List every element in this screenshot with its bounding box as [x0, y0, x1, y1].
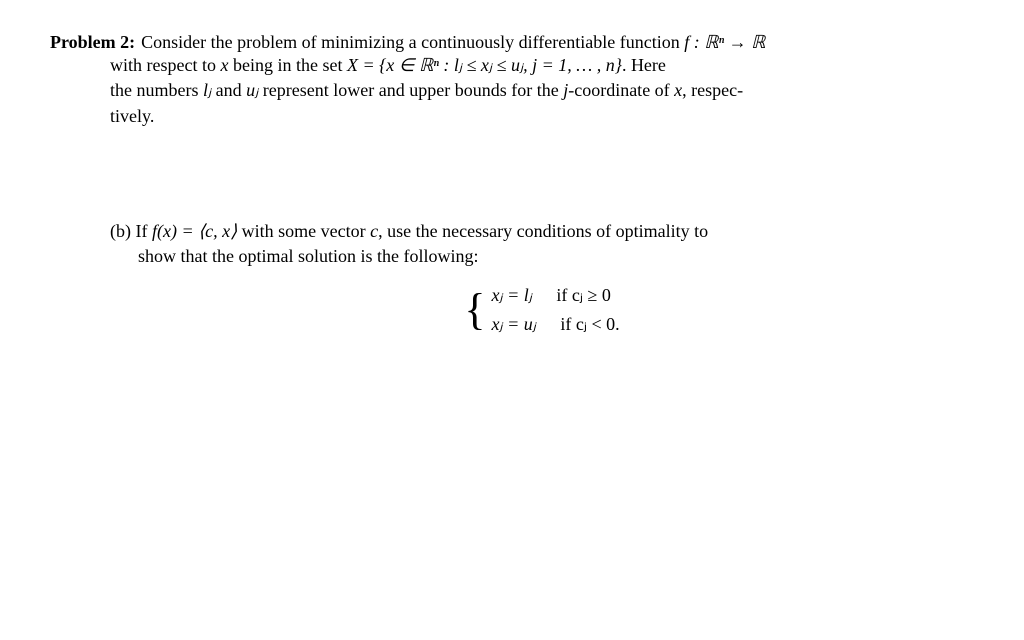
problem-body: with respect to x being in the set X = {… — [110, 53, 974, 129]
partb-line1: (b) If f(x) = ⟨c, x⟩ with some vector c,… — [110, 219, 974, 244]
brace-block: { xⱼ = lⱼ if cⱼ ≥ 0 xⱼ = uⱼ if cⱼ < 0. — [464, 281, 619, 339]
line1-math: f : ℝⁿ → ℝ — [684, 32, 765, 52]
line2-pre: with respect to — [110, 55, 220, 75]
line3-x2: x — [674, 80, 682, 100]
line2-mid: being in the set — [228, 55, 346, 75]
partb-line1-post: , use the necessary conditions of optima… — [378, 221, 708, 241]
problem-line4: tively. — [110, 104, 974, 129]
line3-pre: the numbers — [110, 80, 203, 100]
problem-line2: with respect to x being in the set X = {… — [110, 53, 974, 78]
line2-set: X = {x ∈ ℝⁿ : lⱼ ≤ xⱼ ≤ uⱼ, j = 1, … , n… — [347, 55, 622, 75]
case1-cond-text: if cⱼ ≥ 0 — [556, 285, 611, 305]
partb-line1-mid: with some vector — [237, 221, 370, 241]
case2-eq: xⱼ = uⱼ — [491, 314, 535, 334]
problem-line1: Consider the problem of minimizing a con… — [141, 30, 765, 55]
line3-and: and — [211, 80, 246, 100]
partb-line1-pre: If — [131, 221, 152, 241]
case1-eq: xⱼ = lⱼ — [491, 285, 531, 305]
problem-line3: the numbers lⱼ and uⱼ represent lower an… — [110, 78, 974, 103]
line3-post: -coordinate of — [568, 80, 674, 100]
line2-post: . Here — [622, 55, 666, 75]
partb-fx: f(x) = ⟨c, x⟩ — [152, 221, 237, 241]
line1-pre: Consider the problem of minimizing a con… — [141, 32, 684, 52]
problem-label: Problem 2: — [50, 30, 135, 55]
case2-cond-text: if cⱼ < 0. — [560, 314, 619, 334]
partb-label: (b) — [110, 221, 131, 241]
cases-display: { xⱼ = lⱼ if cⱼ ≥ 0 xⱼ = uⱼ if cⱼ < 0. — [110, 281, 974, 339]
line3-end: , respec- — [682, 80, 743, 100]
part-b-block: (b) If f(x) = ⟨c, x⟩ with some vector c,… — [110, 219, 974, 339]
line3-uj: uⱼ — [246, 80, 258, 100]
partb-c: c — [370, 221, 378, 241]
line3-lj: lⱼ — [203, 80, 211, 100]
problem-header: Problem 2: Consider the problem of minim… — [50, 30, 974, 55]
partb-line2: show that the optimal solution is the fo… — [138, 244, 974, 269]
case1-cond: if cⱼ ≥ 0 — [556, 285, 611, 305]
case-row-2: xⱼ = uⱼ if cⱼ < 0. — [491, 310, 619, 339]
case-row-1: xⱼ = lⱼ if cⱼ ≥ 0 — [491, 281, 619, 310]
cases: xⱼ = lⱼ if cⱼ ≥ 0 xⱼ = uⱼ if cⱼ < 0. — [491, 281, 619, 339]
line3-mid: represent lower and upper bounds for the — [258, 80, 563, 100]
left-brace: { — [464, 292, 485, 327]
problem-block: Problem 2: Consider the problem of minim… — [50, 30, 974, 129]
case2-cond: if cⱼ < 0. — [560, 314, 619, 334]
